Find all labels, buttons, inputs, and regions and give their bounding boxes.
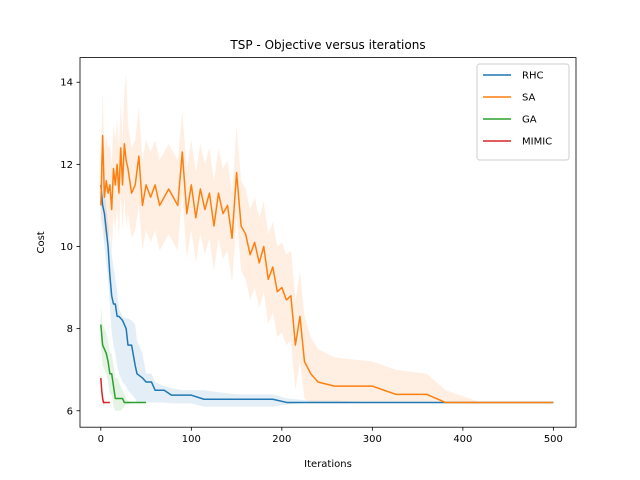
x-tick-label: 400: [453, 434, 472, 445]
legend: RHC SA GA MIMIC: [476, 63, 570, 161]
band-ga: [100, 304, 147, 411]
y-tick-label: 14: [60, 78, 73, 89]
legend-label-sa: SA: [522, 93, 536, 104]
y-axis-label: Cost: [36, 231, 47, 253]
y-tick-label: 8: [67, 324, 73, 335]
x-tick-label: 0: [98, 434, 104, 445]
series-lines: [100, 134, 554, 404]
y-tick-label: 6: [67, 406, 73, 417]
y-axis-ticks: 6 8 10 12 14: [60, 78, 80, 417]
series-line-ga: [100, 324, 147, 404]
x-axis-ticks: 0 100 200 300 400 500: [98, 427, 563, 445]
series-line-sa: [100, 134, 554, 404]
chart-title: TSP - Objective versus iterations: [229, 38, 425, 52]
legend-box: [476, 63, 570, 161]
y-tick-label: 12: [60, 160, 73, 171]
x-axis-label: Iterations: [304, 459, 352, 470]
series-line-rhc: [100, 184, 554, 404]
x-tick-label: 100: [182, 434, 201, 445]
legend-label-mimic: MIMIC: [522, 137, 552, 148]
y-tick-label: 10: [60, 242, 73, 253]
plot-frame: [79, 57, 577, 428]
x-tick-label: 500: [544, 434, 563, 445]
x-tick-label: 300: [363, 434, 382, 445]
x-tick-label: 200: [272, 434, 291, 445]
series-line-mimic: [100, 377, 110, 404]
legend-label-ga: GA: [522, 115, 537, 126]
legend-label-rhc: RHC: [522, 71, 543, 82]
